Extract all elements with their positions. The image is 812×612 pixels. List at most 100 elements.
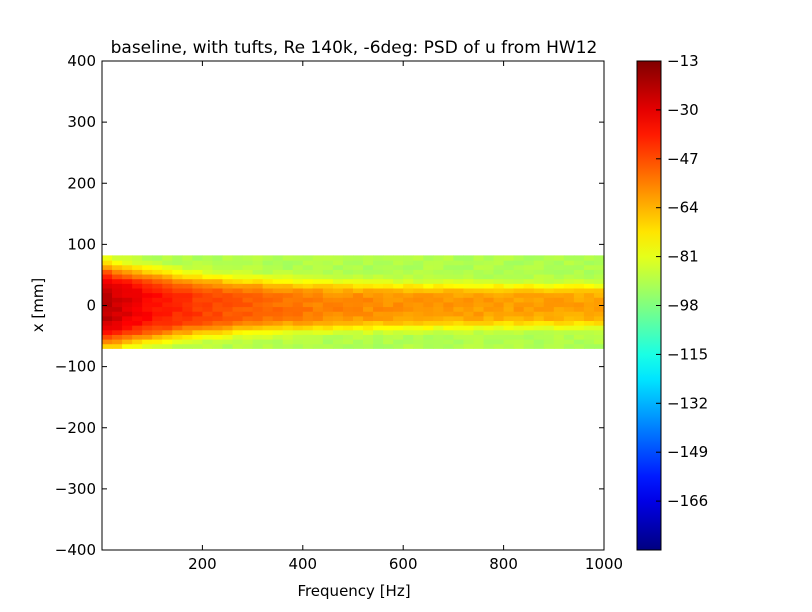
heatmap-cell bbox=[162, 334, 173, 340]
heatmap-cell bbox=[252, 329, 264, 335]
heatmap-cell bbox=[122, 269, 133, 275]
heatmap-cell bbox=[272, 278, 284, 284]
heatmap-cell bbox=[252, 315, 264, 322]
heatmap-cell bbox=[112, 269, 123, 275]
heatmap-cell bbox=[483, 255, 495, 261]
heatmap-cell bbox=[483, 325, 495, 331]
heatmap-cell bbox=[192, 329, 203, 335]
heatmap-cell bbox=[503, 301, 515, 308]
heatmap-cell bbox=[322, 278, 334, 284]
heatmap-cell bbox=[553, 269, 565, 275]
y-axis-label: x [mm] bbox=[29, 278, 47, 333]
heatmap-cell bbox=[563, 301, 575, 308]
heatmap-cell bbox=[563, 311, 575, 317]
heatmap-cell bbox=[222, 339, 234, 345]
heatmap-cell bbox=[433, 255, 444, 261]
heatmap-cell bbox=[473, 343, 485, 349]
heatmap-cell bbox=[172, 311, 183, 317]
heatmap-cell bbox=[182, 278, 193, 284]
heatmap-cell bbox=[282, 339, 294, 345]
heatmap-cell bbox=[332, 343, 344, 349]
heatmap-cell bbox=[272, 325, 284, 331]
heatmap-cell bbox=[353, 269, 364, 275]
heatmap-cell bbox=[242, 339, 254, 345]
heatmap-cell bbox=[493, 292, 505, 298]
heatmap-cell bbox=[453, 260, 465, 266]
heatmap-cell bbox=[503, 329, 515, 335]
heatmap-cell bbox=[353, 315, 364, 322]
heatmap-cell bbox=[172, 260, 183, 266]
heatmap-cell bbox=[292, 320, 304, 326]
heatmap-cell bbox=[473, 278, 485, 284]
heatmap-cell bbox=[573, 292, 585, 298]
heatmap-cell bbox=[413, 301, 424, 308]
heatmap-cell bbox=[353, 320, 364, 326]
heatmap-cell bbox=[192, 315, 203, 322]
heatmap-cell bbox=[453, 269, 465, 275]
heatmap-cell bbox=[152, 255, 163, 261]
heatmap-cell bbox=[212, 269, 224, 275]
heatmap-cell bbox=[503, 283, 515, 289]
heatmap-cell bbox=[292, 255, 304, 261]
heatmap-cell bbox=[383, 297, 394, 303]
heatmap-cell bbox=[583, 278, 595, 284]
heatmap-cell bbox=[222, 325, 234, 331]
heatmap-cell bbox=[383, 339, 394, 345]
heatmap-cell bbox=[122, 287, 133, 294]
heatmap-cell bbox=[282, 334, 294, 340]
heatmap-cell bbox=[142, 269, 153, 275]
y-tick-label: −100 bbox=[55, 358, 96, 376]
heatmap-cell bbox=[152, 260, 163, 266]
heatmap-cell bbox=[383, 343, 394, 349]
heatmap-cell bbox=[182, 334, 193, 340]
heatmap-cell bbox=[563, 287, 575, 294]
heatmap-cell bbox=[312, 273, 324, 280]
heatmap-cell bbox=[302, 343, 314, 349]
heatmap-cell bbox=[262, 255, 274, 261]
heatmap-cell bbox=[332, 306, 344, 312]
heatmap-cell bbox=[533, 264, 545, 270]
heatmap-cell bbox=[433, 325, 444, 331]
heatmap-cell bbox=[282, 306, 294, 312]
heatmap-cell bbox=[192, 306, 203, 312]
heatmap-cell bbox=[393, 320, 404, 326]
heatmap-cell bbox=[182, 306, 193, 312]
heatmap-cell bbox=[513, 283, 525, 289]
heatmap-cell bbox=[132, 311, 143, 317]
heatmap-cell bbox=[302, 292, 314, 298]
heatmap-cell bbox=[403, 329, 414, 335]
heatmap-cell bbox=[152, 334, 163, 340]
heatmap-cell bbox=[453, 311, 465, 317]
heatmap-cell bbox=[513, 329, 525, 335]
heatmap-cell bbox=[162, 301, 173, 308]
heatmap-cell bbox=[543, 255, 555, 261]
heatmap-cell bbox=[373, 278, 384, 284]
heatmap-cell bbox=[593, 339, 605, 345]
heatmap-cell bbox=[493, 311, 505, 317]
heatmap-cell bbox=[152, 278, 163, 284]
heatmap-cell bbox=[403, 269, 414, 275]
heatmap-cell bbox=[383, 306, 394, 312]
heatmap-cell bbox=[162, 329, 173, 335]
heatmap-cell bbox=[363, 255, 374, 261]
heatmap-cell bbox=[222, 329, 234, 335]
heatmap-cell bbox=[292, 292, 304, 298]
heatmap-cell bbox=[112, 306, 123, 312]
heatmap-cell bbox=[332, 278, 344, 284]
heatmap-cell bbox=[272, 273, 284, 280]
heatmap-cell bbox=[553, 301, 565, 308]
heatmap-cell bbox=[473, 269, 485, 275]
heatmap-cell bbox=[132, 260, 143, 266]
heatmap-cell bbox=[292, 287, 304, 294]
heatmap-cell bbox=[403, 273, 414, 280]
heatmap-cell bbox=[483, 260, 495, 266]
heatmap-cell bbox=[423, 320, 434, 326]
heatmap-cell bbox=[513, 301, 525, 308]
heatmap-cell bbox=[563, 269, 575, 275]
heatmap-cell bbox=[543, 329, 555, 335]
heatmap-cell bbox=[182, 297, 193, 303]
heatmap-cell bbox=[102, 315, 113, 322]
heatmap-cell bbox=[122, 278, 133, 284]
heatmap-cell bbox=[192, 278, 203, 284]
heatmap-cell bbox=[413, 283, 424, 289]
